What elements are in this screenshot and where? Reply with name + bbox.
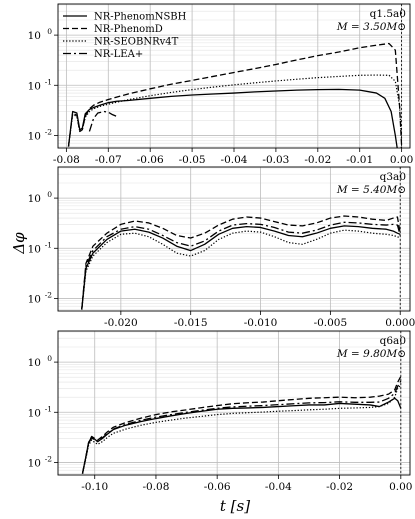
x-tick-label: -0.03: [262, 154, 289, 166]
x-tick-label: -0.06: [204, 481, 231, 493]
x-tick-label: -0.02: [326, 481, 353, 493]
major-grid: [58, 167, 410, 311]
x-tick-label: -0.10: [81, 481, 108, 493]
x-tick-label: -0.07: [95, 154, 122, 166]
y-tick-label: 10: [28, 293, 41, 305]
y-tick-exponent: -2: [45, 127, 53, 136]
x-axis-label: t [s]: [220, 497, 250, 515]
y-tick-label: 10: [28, 80, 41, 92]
legend-entry: NR-PhenomD: [94, 24, 163, 35]
series-nr-phenomnsbh: [81, 225, 401, 310]
panel-mass-label: M = 3.50M⊙: [336, 21, 406, 33]
x-tick-label: -0.01: [346, 154, 373, 166]
y-tick-exponent: 0: [47, 27, 52, 36]
x-tick-label: 0.00: [389, 481, 412, 493]
x-tick-label: -0.08: [142, 481, 169, 493]
legend-entry: NR-LEA+: [94, 49, 143, 60]
series-nr-seobnrv4t: [67, 74, 403, 147]
series-nr-lea-: [81, 380, 402, 474]
y-tick-exponent: 0: [47, 190, 52, 199]
y-tick-label: 10: [28, 457, 41, 469]
minor-grid: [58, 331, 410, 474]
series-group: [81, 215, 401, 310]
series-group: [67, 42, 403, 148]
panel-mass-label: M = 9.80M⊙: [336, 348, 406, 360]
panel-case-label: q6a0: [380, 335, 406, 347]
series-nr-phenomd: [81, 376, 402, 474]
x-tick-label: -0.04: [221, 154, 248, 166]
y-tick-exponent: -1: [45, 240, 52, 249]
y-tick-exponent: -1: [45, 77, 52, 86]
y-tick-exponent: -2: [45, 454, 53, 463]
panel-q6a0: -0.10 -0.08 -0.06 -0.04 -0.02 0.00 10 -2 10 -1 10 0…: [28, 330, 413, 493]
x-tick-label: -0.02: [304, 154, 331, 166]
legend-entry: NR-PhenomNSBH: [94, 12, 187, 23]
axes-frame: [57, 330, 411, 476]
y-tick-label: 10: [28, 30, 41, 42]
y-tick-label: 10: [28, 193, 41, 205]
y-tick-exponent: 0: [47, 354, 52, 363]
axes-frame: [57, 166, 411, 312]
panel-case-label: q1.5a0: [370, 8, 406, 20]
y-tick-exponent: -2: [45, 290, 53, 299]
series-nr-phenomd: [81, 215, 401, 310]
x-tick-label: -0.015: [174, 317, 208, 329]
series-nr-seobnrv4t: [81, 229, 401, 310]
y-axis-label: Δφ: [10, 232, 28, 255]
panel-q3a0: -0.020 -0.015 -0.010 -0.005 0.000 10 -2 10 -1 10 0…: [28, 166, 415, 329]
y-tick-label: 10: [28, 130, 41, 142]
panel-mass-label: M = 5.40M⊙: [336, 184, 406, 196]
x-tick-label: -0.010: [244, 317, 278, 329]
y-tick-exponent: -1: [45, 404, 52, 413]
panel-q1-5a0: -0.08 -0.07 -0.06 -0.05 -0.04 -0.03 -0.02 -0.01…: [28, 3, 413, 166]
x-tick-label: -0.04: [265, 481, 292, 493]
y-tick-label: 10: [28, 407, 41, 419]
y-tick-label: 10: [28, 243, 41, 255]
x-tick-label: -0.020: [104, 317, 138, 329]
x-tick-label: 0.00: [390, 154, 413, 166]
y-tick-label: 10: [28, 357, 41, 369]
minor-grid: [58, 167, 410, 310]
series-group: [81, 376, 402, 474]
x-tick-label: -0.005: [314, 317, 348, 329]
series-nr-seobnrv4t: [81, 384, 402, 474]
x-tick-label: 0.000: [385, 317, 415, 329]
legend-entry: NR-SEOBNRv4T: [94, 37, 179, 48]
panel-case-label: q3a0: [380, 171, 406, 183]
series-nr-lea-: [88, 110, 117, 132]
series-nr-phenomnsbh: [67, 88, 403, 148]
series-nr-lea-: [81, 221, 401, 310]
x-tick-label: -0.05: [179, 154, 206, 166]
x-tick-label: -0.06: [137, 154, 164, 166]
x-tick-label: -0.08: [53, 154, 80, 166]
